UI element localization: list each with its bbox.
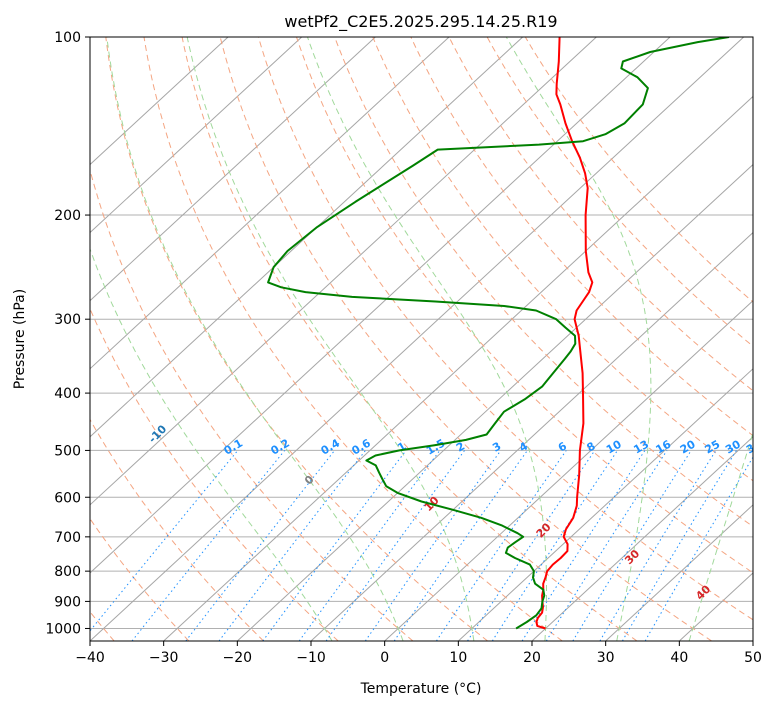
mixing-ratio-line: [521, 450, 646, 641]
mixing-ratio-line: [364, 450, 502, 641]
x-tick-label: 10: [449, 650, 467, 666]
moist-adiabat-line: [106, 37, 404, 641]
mixing-ratio-line: [621, 450, 737, 641]
y-axis-label: Pressure (hPa): [12, 289, 28, 389]
isotherm-line: [90, 37, 597, 506]
x-tick-label: −20: [223, 650, 253, 666]
x-tick-label: 50: [744, 650, 762, 666]
reference-lines: [90, 37, 753, 641]
mixing-ratio-line: [644, 456, 753, 641]
x-tick-label: 0: [380, 650, 389, 666]
isotherm-line: [236, 163, 753, 641]
x-tick-label: −40: [75, 650, 105, 666]
y-tick-label: 800: [54, 564, 81, 580]
moist-adiabat-line: [505, 37, 652, 641]
isotherm-lines: [90, 37, 753, 641]
pressure-gridlines: [90, 37, 753, 629]
mixing-ratio-lines: [90, 450, 753, 641]
dry-adiabat-line: [448, 37, 753, 392]
x-tick-label: 20: [523, 650, 541, 666]
isotherm-line: [90, 37, 524, 438]
isotherm-line: [90, 37, 303, 234]
sounding-profiles: [267, 37, 730, 630]
moist-adiabat-line: [688, 431, 753, 641]
y-tick-label: 500: [54, 443, 81, 459]
dry-adiabat-line: [219, 37, 712, 641]
x-axis-ticks: −40 −30 −20 −10 0 10 20 30 40 50: [75, 641, 762, 666]
y-tick-label: 400: [54, 386, 81, 402]
mixing-ratio-line: [545, 450, 668, 641]
mixing-ratio-line: [131, 450, 286, 641]
x-tick-label: −10: [296, 650, 326, 666]
mixing-ratio-line: [599, 450, 717, 641]
moist-adiabat-lines: [90, 37, 753, 641]
temperature-profile-line: [535, 37, 594, 630]
isotherm-line: [90, 37, 671, 574]
y-tick-label: 300: [54, 312, 81, 328]
dry-adiabat-line: [90, 307, 339, 641]
y-tick-label: 200: [54, 208, 81, 224]
isotherm-line: [457, 368, 753, 641]
dry-adiabat-line: [257, 37, 753, 621]
dewpoint-profile-line: [267, 37, 730, 630]
isotherm-line: [384, 299, 753, 641]
dry-adiabat-line: [181, 37, 638, 641]
x-tick-label: 40: [670, 650, 688, 666]
mixing-ratio-line: [262, 450, 407, 641]
dry-adiabat-line: [410, 37, 753, 437]
dry-adiabat-line: [105, 37, 488, 641]
dry-adiabat-line: [372, 37, 753, 482]
mixing-ratio-line: [572, 450, 692, 641]
y-tick-label: 700: [54, 530, 81, 546]
chart-title: wetPf2_C2E5.2025.295.14.25.R19: [284, 12, 557, 32]
isotherm-line: [163, 95, 753, 641]
mixing-ratio-line: [393, 450, 528, 641]
moist-adiabat-line: [186, 37, 475, 641]
mixing-ratio-label: 36: [744, 437, 764, 456]
moist-adiabat-line: [307, 37, 547, 641]
dry-adiabat-line: [90, 517, 190, 641]
isotherm-line: [90, 37, 745, 641]
y-tick-label: 900: [54, 594, 81, 610]
y-tick-label: 100: [54, 30, 81, 46]
y-axis-ticks: 100 200 300 400 500 600 700 800 900 1000: [45, 30, 90, 637]
isotherm-line: [90, 37, 229, 166]
dry-adiabat-line: [143, 37, 563, 641]
y-tick-label: 1000: [45, 621, 81, 637]
mixing-ratio-line: [90, 450, 239, 632]
y-tick-label: 600: [54, 490, 81, 506]
isotherm-line: [90, 37, 450, 370]
isotherm-line: [605, 504, 753, 641]
mixing-ratio-line: [325, 450, 466, 641]
moist-adiabat-line: [90, 247, 333, 641]
x-axis-label: Temperature (°C): [360, 681, 482, 697]
plot-frame: [89, 36, 754, 642]
mixing-ratio-line: [298, 450, 441, 641]
isotherm-line: [531, 436, 753, 641]
mixing-ratio-line: [491, 450, 618, 641]
x-tick-label: −30: [149, 650, 179, 666]
isotherm-line: [90, 37, 376, 302]
x-tick-label: 30: [597, 650, 615, 666]
